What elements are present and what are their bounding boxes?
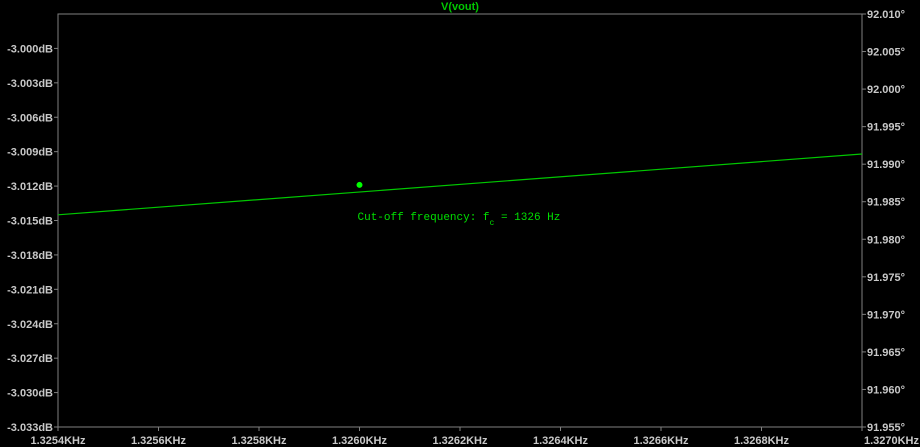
- y-right-tick-label: 92.005°: [867, 47, 905, 59]
- y-right-tick-label: 91.960°: [867, 384, 905, 396]
- cutoff-marker-point[interactable]: [356, 181, 363, 188]
- y-right-tick-label: 91.965°: [867, 347, 905, 359]
- y-axis-left-magnitude: -3.000dB -3.003dB -3.006dB -3.009dB -3.012dB…: [7, 43, 58, 434]
- trace-title[interactable]: V(vout): [441, 1, 479, 13]
- x-tick-label: 1.3268KHz: [734, 435, 790, 447]
- y-left-tick-label: -3.021dB: [7, 284, 53, 296]
- y-left-tick-label: -3.006dB: [7, 112, 53, 124]
- y-right-tick-label: 91.990°: [867, 159, 905, 171]
- series-layer: [57, 153, 863, 216]
- y-right-tick-label: 91.995°: [867, 122, 905, 134]
- y-right-tick-label: 91.955°: [867, 422, 905, 434]
- annotation-subscript: c: [490, 218, 495, 227]
- y-left-tick-label: -3.024dB: [7, 319, 53, 331]
- y-left-tick-label: -3.009dB: [7, 147, 53, 159]
- y-right-tick-label: 91.980°: [867, 234, 905, 246]
- series-line[interactable]: [57, 153, 863, 216]
- x-axis: 1.3254KHz 1.3256KHz 1.3258KHz 1.3260KHz 1.32…: [30, 427, 919, 447]
- annotation-prefix: Cut-off frequency: f: [358, 212, 490, 224]
- y-left-tick-label: -3.027dB: [7, 353, 53, 365]
- y-right-tick-label: 91.975°: [867, 272, 905, 284]
- y-left-tick-label: -3.030dB: [7, 388, 53, 400]
- y-right-tick-label: 91.985°: [867, 197, 905, 209]
- y-left-tick-label: -3.033dB: [7, 422, 53, 434]
- x-tick-label: 1.3260KHz: [332, 435, 388, 447]
- x-tick-label: 1.3262KHz: [432, 435, 488, 447]
- y-left-tick-label: -3.012dB: [7, 181, 53, 193]
- x-tick-label: 1.3270KHz: [864, 435, 920, 447]
- annotation-suffix: = 1326 Hz: [494, 212, 560, 224]
- x-tick-label: 1.3256KHz: [131, 435, 187, 447]
- y-right-tick-label: 92.000°: [867, 84, 905, 96]
- y-axis-right-phase: 92.010° 92.005° 92.000° 91.995° 91.990° 91.98…: [862, 9, 905, 434]
- x-tick-label: 1.3258KHz: [231, 435, 287, 447]
- y-right-tick-label: 92.010°: [867, 9, 905, 21]
- cutoff-annotation[interactable]: Cut-off frequency: fc = 1326 Hz: [358, 212, 561, 228]
- x-tick-label: 1.3254KHz: [30, 435, 86, 447]
- y-left-tick-label: -3.003dB: [7, 78, 53, 90]
- x-tick-label: 1.3266KHz: [633, 435, 689, 447]
- y-left-tick-label: -3.015dB: [7, 216, 53, 228]
- y-left-tick-label: -3.018dB: [7, 250, 53, 262]
- y-right-tick-label: 91.970°: [867, 309, 905, 321]
- y-left-tick-label: -3.000dB: [7, 43, 53, 55]
- x-tick-label: 1.3264KHz: [533, 435, 589, 447]
